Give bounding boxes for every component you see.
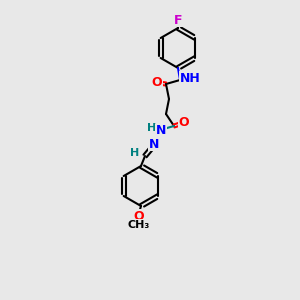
Text: H: H bbox=[147, 123, 157, 133]
Text: N: N bbox=[156, 124, 166, 137]
Text: O: O bbox=[134, 209, 144, 223]
Text: NH: NH bbox=[180, 71, 200, 85]
Text: N: N bbox=[149, 137, 159, 151]
Text: H: H bbox=[130, 148, 140, 158]
Text: CH₃: CH₃ bbox=[128, 220, 150, 230]
Text: O: O bbox=[179, 116, 189, 130]
Text: F: F bbox=[174, 14, 182, 26]
Text: O: O bbox=[152, 76, 162, 89]
